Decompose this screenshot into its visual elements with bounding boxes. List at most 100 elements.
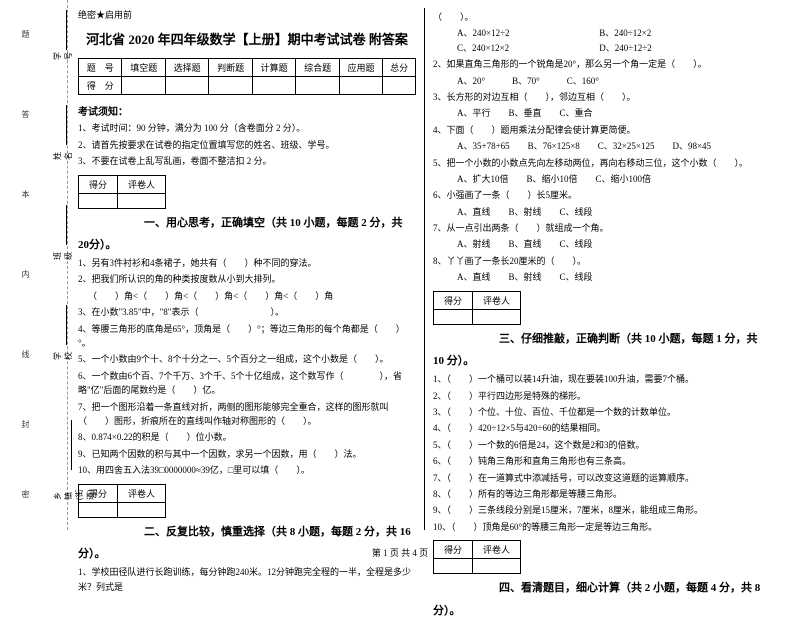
question: 2、把我们所认识的角的种类按度数从小到大排列。 [78, 272, 416, 286]
td [118, 193, 166, 208]
question: 6、小强画了一条（ ）长5厘米。 [433, 188, 772, 202]
question: 3、在小数"3.85"中，"8"表示（ ）。 [78, 305, 416, 319]
sidebar-label: 学校 [52, 345, 74, 360]
section-3-head: 三、仔细推敲，正确判断（共 10 小题，每题 1 分，共 [433, 331, 772, 349]
options: A、240×12÷2 B、240÷12×2 [433, 26, 772, 40]
td: 评卷人 [118, 175, 166, 193]
question: 6、（ ）钝角三角形和直角三角形也有三条高。 [433, 454, 772, 468]
question: 10、用四舍五入法39□0000000≈39亿，□里可以填（ ）。 [78, 463, 416, 477]
td [434, 309, 473, 324]
td [122, 77, 165, 95]
question: 2、如果直角三角形的一个锐角是20°，那么另一个角一定是（ ）。 [433, 57, 772, 71]
notice-heading: 考试须知： [78, 103, 416, 118]
page-body: 绝密★启用前 河北省 2020 年四年级数学【上册】期中考试试卷 附答案 题 号… [0, 0, 800, 530]
cut-mark: 内 [20, 270, 31, 278]
question-sub: （ ）角<（ ）角<（ ）角<（ ）角<（ ）角 [78, 289, 416, 303]
sidebar-line [57, 205, 67, 245]
left-column: 绝密★启用前 河北省 2020 年四年级数学【上册】期中考试试卷 附答案 题 号… [70, 8, 425, 530]
sidebar-label: 乡镇(街道) [52, 485, 96, 500]
opt: C、240×12×2 [457, 41, 597, 55]
notice-line: 3、不要在试卷上乱写乱画，卷面不整洁扣 2 分。 [78, 155, 416, 169]
options: A、直线 B、射线 C、线段 [433, 270, 772, 284]
td [473, 559, 521, 574]
question: 8、丫丫画了一条长20厘米的（ ）。 [433, 254, 772, 268]
sidebar-line [62, 420, 72, 470]
td [383, 77, 416, 95]
td [473, 309, 521, 324]
notice-line: 2、请首先按要求在试卷的指定位置填写您的姓名、班级、学号。 [78, 139, 416, 153]
secret-label: 绝密★启用前 [78, 8, 416, 21]
question: 3、长方形的对边互相（ ），邻边互相（ ）。 [433, 90, 772, 104]
options: C、240×12×2 D、240÷12÷2 [433, 41, 772, 55]
exam-title: 河北省 2020 年四年级数学【上册】期中考试试卷 附答案 [78, 29, 416, 48]
eval-table: 得分评卷人 [78, 175, 166, 209]
question: 10、（ ）顶角是60°的等腰三角形一定是等边三角形。 [433, 520, 772, 534]
question: 6、一个数由6个百、7个千万、3个千、5个十亿组成，这个数写作（ ），省略"亿"… [78, 369, 416, 398]
td: 得分 [79, 175, 118, 193]
td [118, 502, 166, 517]
cut-mark: 答 [20, 110, 31, 118]
th: 计算题 [252, 59, 295, 77]
question: 1、另有3件衬衫和4条裙子，她共有（ ）种不同的穿法。 [78, 256, 416, 270]
th: 总分 [383, 59, 416, 77]
question: 1、学校田径队进行长跑训练，每分钟跑240米。12分钟跑完全程的一半，全程是多少… [78, 565, 416, 594]
th: 判断题 [209, 59, 252, 77]
th: 选择题 [165, 59, 208, 77]
score-table: 题 号 填空题 选择题 判断题 计算题 综合题 应用题 总分 得 分 [78, 58, 416, 95]
table-row: 题 号 填空题 选择题 判断题 计算题 综合题 应用题 总分 [79, 59, 416, 77]
question: 5、一个小数由9个十、8个十分之一、5个百分之一组成，这个小数是（ ）。 [78, 352, 416, 366]
sidebar-line [57, 105, 67, 145]
td [165, 77, 208, 95]
options: A、射线 B、直线 C、线段 [433, 237, 772, 251]
question: 5、（ ）一个数的6倍是24，这个数是2和3的倍数。 [433, 438, 772, 452]
sidebar-label: 班级 [52, 245, 74, 260]
section-2-head: 二、反复比较，慎重选择（共 8 小题，每题 2 分，共 16 [78, 524, 416, 542]
options: A、35+78+65 B、76×125×8 C、32×25×125 D、98×4… [433, 139, 772, 153]
notice-line: 1、考试时间：90 分钟，满分为 100 分（含卷面分 2 分）。 [78, 122, 416, 136]
question: 7、（ ）在一道算式中添减括号，可以改变这道题的运算顺序。 [433, 471, 772, 485]
th: 综合题 [296, 59, 339, 77]
question: 4、下面（ ）题用乘法分配律会使计算更简便。 [433, 123, 772, 137]
td: 评卷人 [118, 484, 166, 502]
question: 9、已知两个因数的积与其中一个因数，求另一个因数，用（ ）法。 [78, 447, 416, 461]
td [79, 193, 118, 208]
cut-mark: 封 [20, 420, 31, 428]
question: 4、（ ）420÷12×5与420÷60的结果相同。 [433, 421, 772, 435]
question: 8、0.874×0.22的积是（ ）位小数。 [78, 430, 416, 444]
th: 填空题 [122, 59, 165, 77]
section-4-head-b: 分）。 [433, 602, 772, 618]
td [434, 559, 473, 574]
cut-mark: 密 [20, 490, 31, 498]
opt: B、240÷12×2 [599, 28, 651, 38]
td [339, 77, 382, 95]
section-1-head-b: 20分）。 [78, 236, 416, 252]
options: A、直线 B、射线 C、线段 [433, 205, 772, 219]
td: 评卷人 [473, 291, 521, 309]
page-footer: 第 1 页 共 4 页 [0, 546, 800, 559]
question: 9、（ ）三条线段分别是15厘米，7厘米，8厘米，能组成三角形。 [433, 503, 772, 517]
question-cont: （ ）。 [433, 10, 772, 24]
opt: D、240÷12÷2 [599, 43, 651, 53]
table-row: 得 分 [79, 77, 416, 95]
th: 应用题 [339, 59, 382, 77]
question: 7、把一个图形沿着一条直线对折，两侧的图形能够完全重合，这样的图形就叫（ ）图形… [78, 400, 416, 429]
right-column: （ ）。 A、240×12÷2 B、240÷12×2 C、240×12×2 D、… [425, 8, 780, 530]
opt: A、240×12÷2 [457, 26, 597, 40]
question: 3、（ ）个位、十位、百位、千位都是一个数的计数单位。 [433, 405, 772, 419]
td [252, 77, 295, 95]
td [209, 77, 252, 95]
question: 8、（ ）所有的等边三角形都是等腰三角形。 [433, 487, 772, 501]
question: 7、从一点引出两条（ ）就组成一个角。 [433, 221, 772, 235]
options: A、扩大10倍 B、缩小10倍 C、缩小100倍 [433, 172, 772, 186]
question: 4、等腰三角形的底角是65°，顶角是（ ）°；等边三角形的每个角都是（ ）°。 [78, 322, 416, 351]
sidebar-line [57, 305, 67, 345]
td: 得分 [434, 291, 473, 309]
question: 5、把一个小数的小数点先向左移动两位，再向右移动三位，这个小数（ ）。 [433, 156, 772, 170]
question: 2、（ ）平行四边形是特殊的梯形。 [433, 389, 772, 403]
sidebar-line [57, 10, 67, 50]
section-4-head: 四、看清题目，细心计算（共 2 小题，每题 4 分，共 8 [433, 580, 772, 598]
sidebar-label: 姓名 [52, 145, 74, 160]
cut-mark: 题 [20, 30, 31, 38]
question: 1、（ ）一个桶可以装14升油，现在要装100升油，需要7个桶。 [433, 372, 772, 386]
section-3-head-b: 10 分）。 [433, 352, 772, 368]
